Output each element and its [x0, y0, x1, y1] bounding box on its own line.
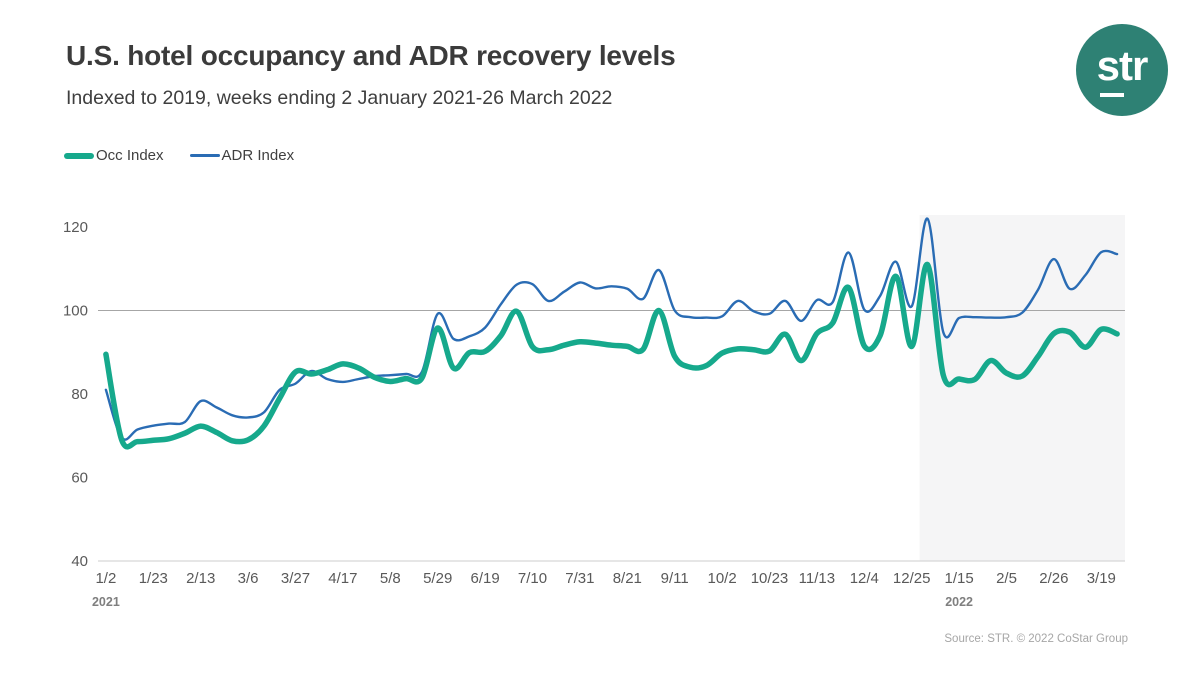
- chart-legend: Occ Index ADR Index: [64, 147, 294, 164]
- str-logo-text: str: [1096, 42, 1149, 89]
- x-tick-label: 6/19: [470, 570, 499, 587]
- x-tick-label: 3/27: [281, 570, 310, 587]
- y-tick-label: 80: [71, 386, 88, 403]
- highlight-region-2022: [919, 215, 1125, 561]
- x-tick-label: 2/26: [1039, 570, 1068, 587]
- adr-line: [104, 217, 1119, 441]
- x-tick-label: 10/2: [707, 570, 736, 587]
- x-tick-label: 4/17: [328, 570, 357, 587]
- y-tick-label: 100: [63, 303, 88, 320]
- y-tick-label: 120: [63, 219, 88, 236]
- occ-line: [103, 261, 1120, 450]
- occ-line-swatch-icon: [64, 152, 94, 159]
- x-tick-label: 1/23: [139, 570, 168, 587]
- x-tick-label: 1/2: [95, 570, 116, 587]
- x-tick-label: 3/6: [238, 570, 259, 587]
- x-tick-label: 9/11: [661, 570, 689, 587]
- x-tick-label: 2/13: [186, 570, 215, 587]
- x-tick-label: 11/13: [799, 570, 835, 587]
- x-tick-label: 12/4: [850, 570, 879, 587]
- y-tick-label: 60: [71, 470, 88, 487]
- x-tick-label: 5/29: [423, 570, 452, 587]
- x-tick-label: 5/8: [380, 570, 401, 587]
- y-tick-label: 40: [71, 553, 88, 570]
- page-subtitle: Indexed to 2019, weeks ending 2 January …: [66, 87, 613, 109]
- x-tick-label: 2/5: [996, 570, 1017, 587]
- x-tick-label: 10/23: [751, 570, 789, 587]
- x-tick-label: 3/19: [1087, 570, 1116, 587]
- adr-line-swatch-icon: [189, 154, 220, 157]
- year-label: 2022: [945, 595, 973, 609]
- source-attribution: Source: STR. © 2022 CoStar Group: [944, 633, 1128, 645]
- page-title: U.S. hotel occupancy and ADR recovery le…: [66, 40, 676, 71]
- x-tick-label: 7/10: [518, 570, 547, 587]
- x-tick-label: 7/31: [565, 570, 594, 587]
- x-tick-label: 12/25: [893, 570, 931, 587]
- year-label: 2021: [92, 595, 120, 609]
- x-tick-label: 8/21: [613, 570, 642, 587]
- str-logo: str: [1076, 24, 1168, 116]
- x-tick-label: 1/15: [944, 570, 973, 587]
- legend-item-adr: ADR Index: [189, 147, 295, 164]
- str-logo-underline: [1100, 93, 1124, 97]
- legend-adr-label: ADR Index: [221, 147, 295, 164]
- legend-occ-label: Occ Index: [96, 147, 164, 164]
- legend-item-occ: Occ Index: [64, 147, 164, 164]
